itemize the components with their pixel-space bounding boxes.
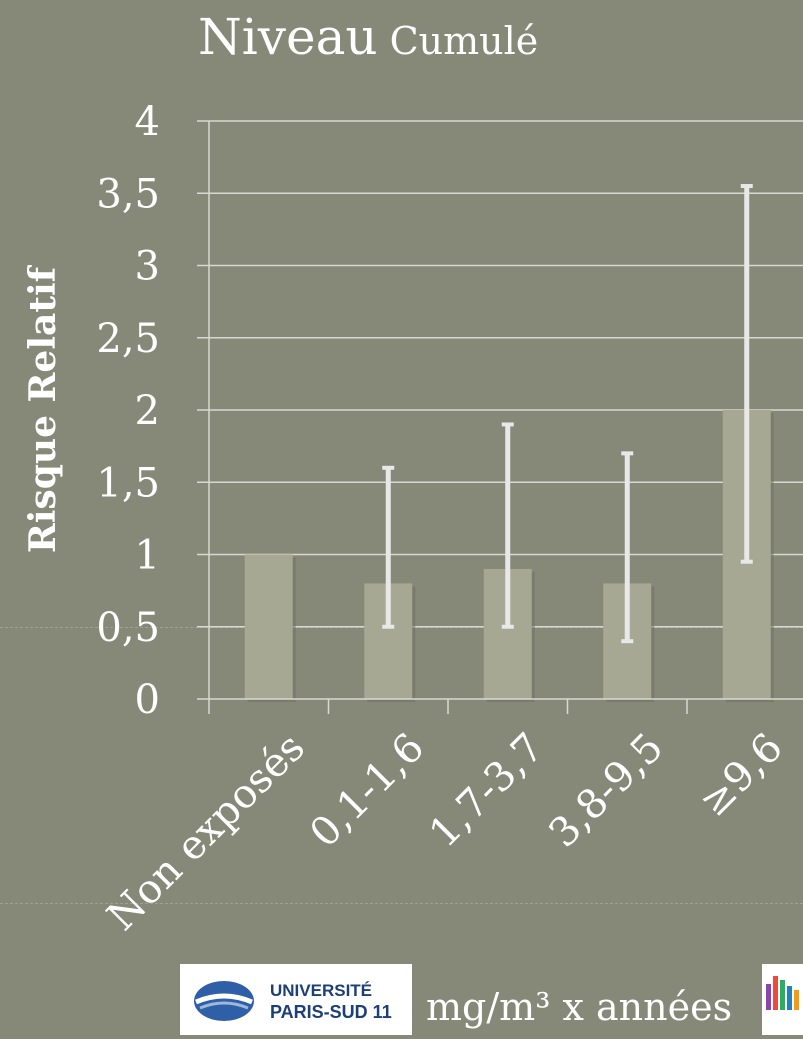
x-tick-label: 3,8-9,5 (540, 725, 672, 857)
y-tick-label: 1,5 (96, 460, 160, 506)
x-axis-title: mg/m³ x années (426, 985, 732, 1029)
y-tick-label: 0,5 (96, 605, 160, 651)
x-tick-label: ≥9,6 (691, 725, 792, 826)
y-axis-label: Risque Relatif (22, 264, 64, 553)
y-tick-label: 3,5 (96, 171, 160, 217)
x-tick-label: 0,1-1,6 (301, 725, 433, 857)
y-tick-label: 4 (135, 99, 160, 145)
university-logo-graphic: UNIVERSITÉ PARIS-SUD 11 (180, 964, 412, 1035)
university-logo: UNIVERSITÉ PARIS-SUD 11 (180, 964, 412, 1035)
y-tick-label: 1 (135, 533, 160, 579)
y-tick-labels: 0 0,5 1 1,5 2 2,5 3 3,5 4 (96, 99, 160, 723)
y-tick-label: 2 (135, 388, 160, 434)
y-tick-label: 0 (135, 677, 160, 723)
error-bars (382, 186, 753, 641)
y-tick-label: 2,5 (96, 316, 160, 362)
logo-text-line1: UNIVERSITÉ (270, 981, 372, 1000)
bar (245, 555, 293, 700)
partner-logo-graphic (762, 964, 803, 1035)
partner-logo (762, 964, 803, 1035)
x-tick-label: Non exposés (99, 725, 314, 940)
logo-text-line2: PARIS-SUD 11 (270, 1002, 392, 1022)
y-tick-label: 3 (135, 244, 160, 290)
x-tick-label: 1,7-3,7 (421, 725, 553, 857)
